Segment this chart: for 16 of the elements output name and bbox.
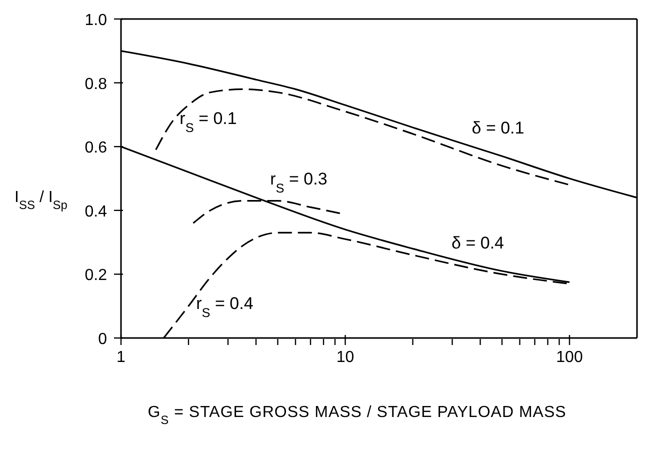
y-tick-label: 0.4 xyxy=(84,203,108,220)
y-tick-label: 0.6 xyxy=(84,140,108,157)
annotation: δ = 0.1 xyxy=(472,118,524,138)
y-tick-label: 1.0 xyxy=(84,12,108,29)
annotation: r$_{S}$ = 0.4 xyxy=(196,294,254,320)
x-tick-label: 1 xyxy=(116,349,126,366)
x-tick-label: 10 xyxy=(336,349,354,366)
y-tick-label: 0.8 xyxy=(84,76,108,93)
y-axis-title: I$_{SS}$ / I$_{Sp}$ xyxy=(14,189,68,212)
annotation: r$_{S}$ = 0.3 xyxy=(270,170,328,195)
x-axis-title: G$_{S}$ = STAGE GROSS MASS / STAGE PAYLOAD MASS xyxy=(148,404,566,427)
annotation: r$_{S}$ = 0.1 xyxy=(180,108,237,134)
y-tick-label: 0 xyxy=(98,331,108,348)
y-tick-label: 0.2 xyxy=(84,267,108,284)
annotation: δ = 0.4 xyxy=(452,233,504,252)
x-tick-label: 100 xyxy=(556,349,583,366)
